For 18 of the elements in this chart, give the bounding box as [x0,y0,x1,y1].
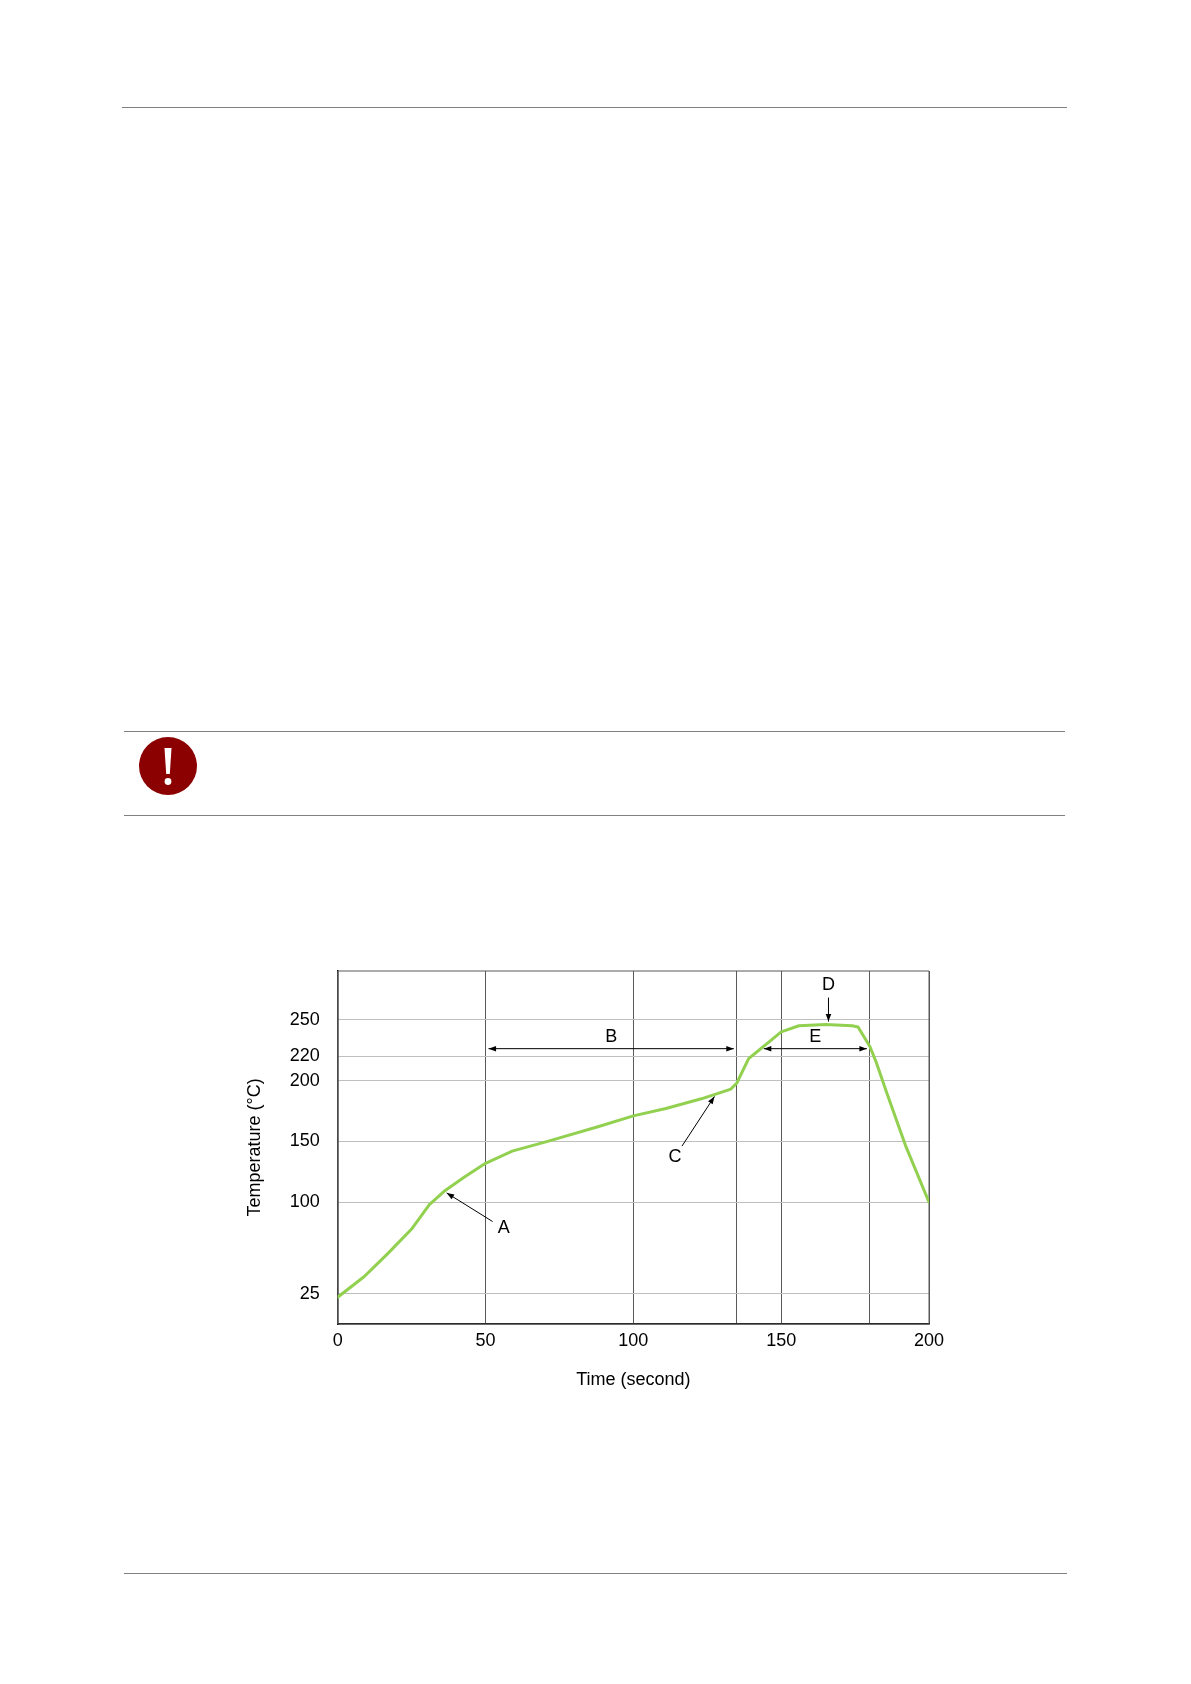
y-tick-label: 220 [289,1045,320,1066]
y-tick-label: 100 [289,1191,320,1212]
y-tick-label: 150 [289,1130,320,1151]
annotation: D [821,973,835,994]
x-tick-label: 200 [913,1329,945,1350]
x-axis-title: Time (second) [576,1369,691,1390]
annotation: B [605,1025,618,1046]
annotation: E [809,1025,822,1046]
y-axis-title: Temperature (°C) [243,1078,264,1217]
y-tick-label: 250 [289,1008,320,1029]
x-tick-label: 0 [332,1329,343,1350]
x-tick-label: 150 [766,1329,797,1350]
y-tick-label: 25 [299,1282,320,1303]
y-tick-label: 200 [289,1069,320,1090]
annotation: C [668,1145,682,1166]
annotation: A [497,1217,510,1238]
x-tick-label: 50 [475,1329,496,1350]
x-tick-label: 100 [618,1329,649,1350]
